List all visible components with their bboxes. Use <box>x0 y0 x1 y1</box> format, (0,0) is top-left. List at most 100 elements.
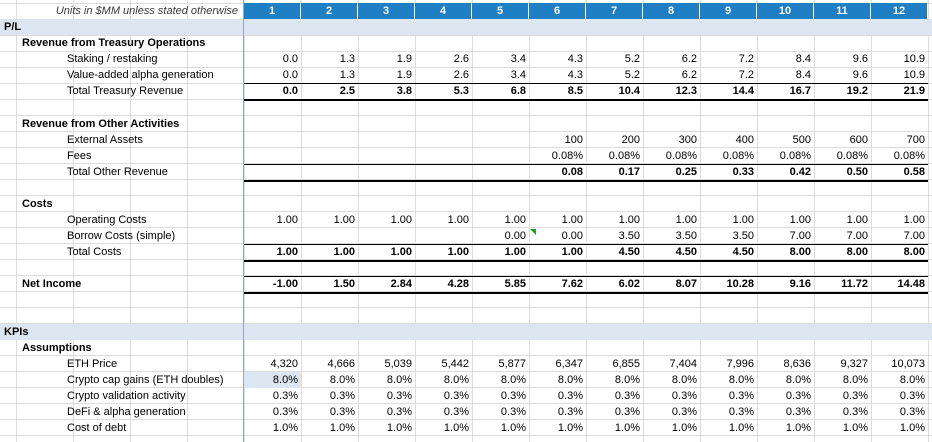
value-cell[interactable]: 700 <box>906 134 925 146</box>
value-cell[interactable]: 0.00 <box>504 230 526 242</box>
value-cell[interactable] <box>301 148 358 164</box>
operating-costs-row[interactable]: Operating Costs 1.00 1.00 1.00 1.00 1.00 1.00 1… <box>0 212 932 228</box>
value-cell[interactable] <box>301 164 358 180</box>
value-cell[interactable]: 0.3% <box>272 390 298 402</box>
value-cell[interactable]: 7.2 <box>738 69 754 81</box>
value-cell[interactable]: 7,404 <box>669 358 697 370</box>
value-cell[interactable]: 0.3% <box>443 406 469 418</box>
value-cell[interactable]: 10.4 <box>618 85 640 97</box>
value-cell[interactable]: 3.8 <box>396 85 412 97</box>
value-cell[interactable]: 1.3 <box>339 53 355 65</box>
net-income-cell[interactable]: -1.00 <box>272 278 298 290</box>
value-cell[interactable]: 0.08% <box>836 150 868 162</box>
value-cell[interactable]: 8.0% <box>671 374 697 386</box>
value-cell[interactable]: 1.0% <box>386 422 412 434</box>
value-cell[interactable]: 1.0% <box>443 422 469 434</box>
value-cell[interactable]: 0.3% <box>671 390 697 402</box>
value-cell[interactable]: 0.08% <box>551 150 583 162</box>
value-cell[interactable]: 1.0% <box>272 422 298 434</box>
value-cell[interactable]: 10.9 <box>903 53 925 65</box>
cost-of-debt-row[interactable]: Cost of debt 1.0% 1.0% 1.0% 1.0% 1.0% 1.0% 1.0%… <box>0 420 932 436</box>
value-cell[interactable]: 0.3% <box>329 390 355 402</box>
net-income-cell[interactable]: 5.85 <box>504 278 526 290</box>
value-cell[interactable]: 1.0% <box>899 422 925 434</box>
value-cell[interactable]: 14.4 <box>732 85 754 97</box>
value-cell[interactable]: 3.50 <box>675 230 697 242</box>
value-cell[interactable] <box>358 228 415 244</box>
value-cell[interactable]: 1.00 <box>276 214 298 226</box>
value-cell[interactable]: 0.3% <box>728 390 754 402</box>
borrow-costs-row[interactable]: Borrow Costs (simple) 0.00 0.00 3.50 3.50 3.5… <box>0 228 932 244</box>
value-cell[interactable]: 4,320 <box>270 358 298 370</box>
crypto-cap-gains-row[interactable]: Crypto cap gains (ETH doubles) 8.0% 8.0% 8.… <box>0 372 932 388</box>
value-cell[interactable]: 1.00 <box>447 246 469 258</box>
value-cell[interactable]: 1.00 <box>333 246 355 258</box>
eth-price-row[interactable]: ETH Price 4,320 4,666 5,039 5,442 5,877 6,347 6… <box>0 356 932 372</box>
pl-section-band[interactable]: P/L <box>0 19 932 35</box>
value-cell[interactable]: 0.3% <box>329 406 355 418</box>
value-cell[interactable]: 0.3% <box>899 406 925 418</box>
value-cell[interactable]: 5.2 <box>624 53 640 65</box>
column-header-12[interactable]: 12 <box>871 3 927 19</box>
column-header-1[interactable]: 1 <box>244 3 300 19</box>
value-cell[interactable]: 8.0% <box>842 374 868 386</box>
value-cell[interactable]: 0.3% <box>557 406 583 418</box>
value-cell[interactable]: 1.00 <box>390 214 412 226</box>
value-cell[interactable]: 0.50 <box>846 166 868 178</box>
value-cell[interactable]: 1.00 <box>390 246 412 258</box>
value-cell[interactable]: 0.3% <box>557 390 583 402</box>
value-cell[interactable]: 0.08% <box>608 150 640 162</box>
value-cell[interactable]: 1.0% <box>500 422 526 434</box>
value-cell[interactable]: 10.9 <box>903 69 925 81</box>
total-costs-row[interactable]: Total Costs 1.00 1.00 1.00 1.00 1.00 1.00 4.50 4… <box>0 244 932 260</box>
value-cell[interactable]: 1.0% <box>614 422 640 434</box>
net-income-cell[interactable]: 11.72 <box>841 278 868 290</box>
value-cell[interactable]: 8.0% <box>500 374 526 386</box>
value-cell[interactable]: 0.08% <box>665 150 697 162</box>
alpha-generation-row[interactable]: Value-added alpha generation 0.0 1.3 1.9 2.6… <box>0 67 932 83</box>
value-cell[interactable]: 0.17 <box>618 166 640 178</box>
value-cell[interactable]: 7.00 <box>789 230 811 242</box>
value-cell[interactable]: 8.0% <box>899 374 925 386</box>
column-header-8[interactable]: 8 <box>643 3 699 19</box>
total-treasury-row[interactable]: Total Treasury Revenue 0.0 2.5 3.8 5.3 6.8 8.5… <box>0 83 932 99</box>
value-cell[interactable]: 1.0% <box>785 422 811 434</box>
net-income-cell[interactable]: 2.84 <box>390 278 412 290</box>
value-cell[interactable] <box>301 228 358 244</box>
value-cell[interactable]: 10,073 <box>891 358 925 370</box>
value-cell[interactable]: 0.3% <box>272 406 298 418</box>
value-cell[interactable]: 8.0% <box>329 374 355 386</box>
value-cell[interactable]: 0.33 <box>732 166 754 178</box>
value-cell[interactable]: 0.3% <box>500 390 526 402</box>
costs-title-row[interactable]: Costs <box>0 196 932 212</box>
value-cell[interactable]: 0.3% <box>728 406 754 418</box>
value-cell[interactable]: 0.3% <box>785 406 811 418</box>
value-cell[interactable]: 8.4 <box>795 53 811 65</box>
value-cell[interactable]: 0.58 <box>903 166 925 178</box>
value-cell[interactable] <box>358 148 415 164</box>
value-cell[interactable]: 1.0% <box>842 422 868 434</box>
column-header-7[interactable]: 7 <box>586 3 642 19</box>
value-cell[interactable]: 21.9 <box>903 85 925 97</box>
value-cell[interactable]: 9,327 <box>840 358 868 370</box>
value-cell[interactable]: 0.3% <box>443 390 469 402</box>
value-cell[interactable] <box>301 132 358 148</box>
value-cell[interactable] <box>472 132 529 148</box>
value-cell[interactable]: 400 <box>735 134 754 146</box>
value-cell[interactable]: 4.50 <box>675 246 697 258</box>
column-header-9[interactable]: 9 <box>700 3 756 19</box>
value-cell[interactable]: 1.00 <box>504 214 526 226</box>
net-income-cell[interactable]: 8.07 <box>675 278 697 290</box>
value-cell[interactable] <box>472 148 529 164</box>
value-cell[interactable]: 5.2 <box>624 69 640 81</box>
value-cell[interactable]: 0.3% <box>386 390 412 402</box>
total-other-row[interactable]: Total Other Revenue 0.08 0.17 0.25 0.33 0.42 0… <box>0 164 932 180</box>
value-cell[interactable]: 1.0% <box>671 422 697 434</box>
value-cell[interactable]: 600 <box>849 134 868 146</box>
value-cell[interactable]: 1.00 <box>333 214 355 226</box>
net-income-cell[interactable]: 6.02 <box>618 278 640 290</box>
value-cell[interactable]: 0.3% <box>785 390 811 402</box>
value-cell[interactable]: 0.3% <box>842 406 868 418</box>
value-cell[interactable]: 0.08% <box>722 150 754 162</box>
